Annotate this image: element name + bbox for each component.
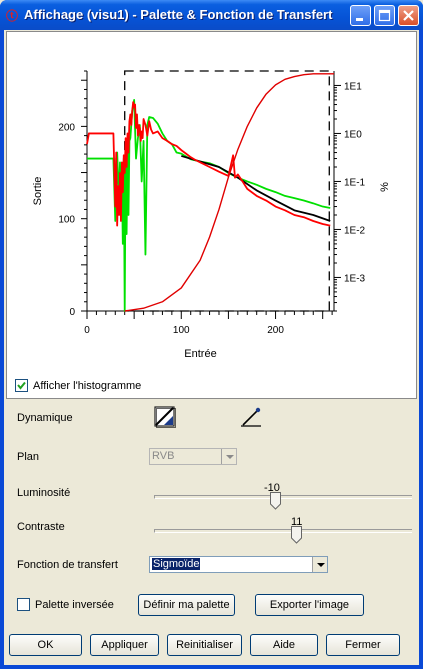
luminosite-value: -10 [264, 482, 280, 494]
transfer-chart: 0 100 200 0 100 200 1E1 1E0 1E-1 1E-2 1E-3 Entrée So… [32, 70, 391, 360]
fonction-select[interactable]: Sigmoïde [149, 556, 328, 573]
dynamic-manual-button[interactable] [238, 404, 264, 430]
chevron-down-icon [221, 449, 236, 464]
minimize-button[interactable] [350, 5, 371, 26]
y2-tick-label: 1E-1 [344, 177, 366, 188]
histogram-label: Afficher l'histogramme [33, 380, 142, 392]
definir-palette-button[interactable]: Définir ma palette [138, 594, 235, 616]
palette-checkbox[interactable] [17, 598, 30, 611]
x-tick-label: 100 [173, 325, 190, 336]
chart-panel: 0 100 200 0 100 200 1E1 1E0 1E-1 1E-2 1E-3 Entrée So… [6, 31, 417, 399]
aide-button[interactable]: Aide [250, 634, 318, 656]
svg-text:ⓣ: ⓣ [6, 8, 18, 22]
y-tick-label: 100 [58, 215, 75, 226]
y2-tick-label: 1E1 [344, 81, 362, 92]
fermer-button[interactable]: Fermer [326, 634, 400, 656]
maximize-icon [378, 9, 391, 22]
y2-tick-label: 1E0 [344, 129, 362, 140]
close-icon [403, 10, 414, 21]
histogram-red-series [86, 101, 331, 227]
app-icon: ⓣ [6, 8, 18, 22]
reinitialiser-button[interactable]: Reinitialiser [167, 634, 242, 656]
dialog-body: 0 100 200 0 100 200 1E1 1E0 1E-1 1E-2 1E-3 Entrée So… [4, 30, 419, 665]
y2-axis-label: % [379, 182, 391, 192]
luminosite-slider[interactable] [154, 495, 412, 499]
contraste-slider-thumb[interactable] [290, 526, 302, 544]
y2-tick-label: 1E-3 [344, 273, 366, 284]
fonction-value: Sigmoïde [152, 558, 201, 570]
histogram-checkbox[interactable] [15, 379, 28, 392]
dynamic-auto-button[interactable] [152, 404, 178, 430]
x-tick-label: 0 [84, 325, 90, 336]
fonction-label: Fonction de transfert [17, 559, 118, 571]
y-tick-label: 200 [58, 122, 75, 133]
plan-select[interactable]: RVB [149, 448, 237, 465]
histogram-black-series [181, 155, 331, 222]
contraste-value: 11 [291, 516, 303, 528]
luminosite-label: Luminosité [17, 487, 71, 499]
x-tick-label: 200 [267, 325, 284, 336]
contraste-label: Contraste [17, 521, 65, 533]
chevron-down-icon [312, 557, 327, 572]
ok-button[interactable]: OK [9, 634, 82, 656]
appliquer-button[interactable]: Appliquer [90, 634, 159, 656]
dynamique-label: Dynamique [17, 412, 73, 424]
luminosite-slider-thumb[interactable] [270, 492, 282, 510]
y-axis-label: Sortie [32, 177, 44, 206]
y-tick-label: 0 [69, 307, 75, 318]
contraste-slider[interactable] [154, 529, 412, 533]
check-icon [17, 381, 26, 390]
plan-value: RVB [152, 450, 175, 462]
window-title: Affichage (visu1) - Palette & Fonction d… [24, 7, 333, 22]
transfer-curve [124, 73, 334, 312]
close-button[interactable] [398, 5, 419, 26]
title-bar[interactable]: ⓣ Affichage (visu1) - Palette & Fonction… [0, 0, 423, 30]
plan-label: Plan [17, 451, 40, 463]
histogram-green-series [87, 98, 331, 312]
maximize-button[interactable] [374, 5, 395, 26]
x-axis-label: Entrée [184, 348, 216, 360]
dynamic-range-box [124, 70, 330, 312]
y2-tick-label: 1E-2 [344, 225, 366, 236]
minimize-icon [356, 18, 363, 21]
exporter-image-button[interactable]: Exporter l'image [255, 594, 364, 616]
palette-label: Palette inversée [35, 599, 114, 611]
